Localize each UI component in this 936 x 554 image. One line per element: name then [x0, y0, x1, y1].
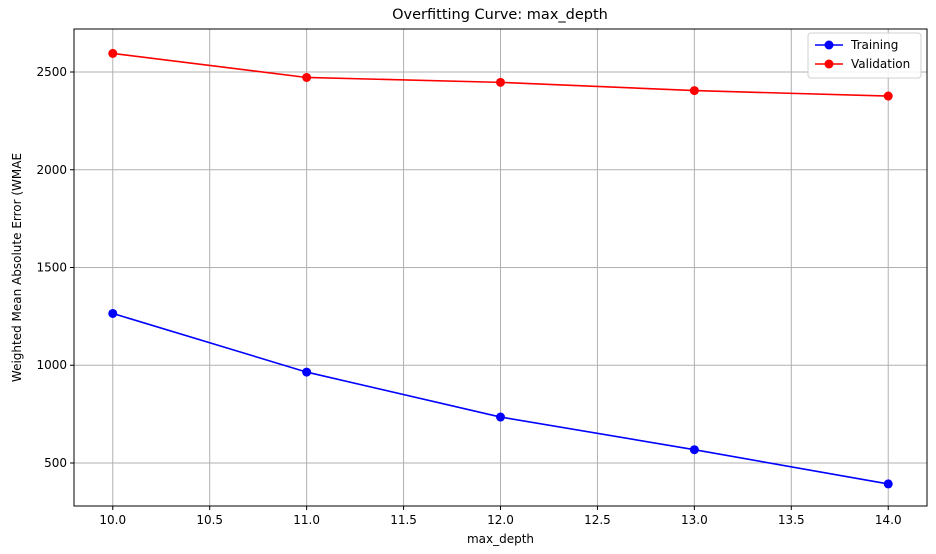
x-tick-label: 10.0 [99, 513, 126, 527]
x-tick-label: 11.5 [390, 513, 417, 527]
x-axis-ticks: 10.0 10.5 11.0 11.5 12.0 12.5 13.0 13.5 14.0 [99, 506, 902, 527]
y-tick-label: 500 [44, 456, 67, 470]
legend-label: Validation [851, 57, 910, 71]
training-point [883, 479, 893, 489]
legend-item-training: Training [815, 38, 898, 52]
y-tick-label: 1000 [36, 358, 67, 372]
training-point [302, 367, 312, 377]
x-tick-label: 11.0 [293, 513, 320, 527]
x-tick-label: 14.0 [875, 513, 902, 527]
x-tick-label: 13.5 [778, 513, 805, 527]
validation-point [883, 91, 893, 101]
legend-swatch-marker [824, 40, 834, 50]
x-tick-label: 12.0 [487, 513, 514, 527]
x-tick-label: 13.0 [681, 513, 708, 527]
y-tick-label: 2000 [36, 163, 67, 177]
series-training [108, 308, 893, 489]
x-tick-label: 12.5 [584, 513, 611, 527]
validation-point [108, 48, 118, 58]
validation-point [496, 77, 505, 87]
grid-lines [74, 29, 927, 506]
x-axis-title: max_depth [467, 532, 534, 546]
x-tick-label: 10.5 [196, 513, 223, 527]
y-axis-title: Weighted Mean Absolute Error (WMAE [10, 153, 24, 382]
y-tick-label: 2500 [36, 65, 67, 79]
legend-swatch-marker [824, 59, 834, 69]
y-axis-ticks: 500 1000 1500 2000 2500 [36, 65, 74, 470]
legend: Training Validation [807, 32, 922, 79]
legend-item-validation: Validation [815, 57, 910, 71]
training-point [689, 445, 699, 455]
validation-point [302, 72, 312, 82]
validation-point [689, 86, 699, 96]
y-tick-label: 1500 [36, 261, 67, 275]
series-validation [108, 48, 893, 101]
legend-label: Training [850, 38, 898, 52]
chart-title: Overfitting Curve: max_depth [392, 7, 608, 23]
training-point [496, 412, 505, 422]
plot-series [108, 48, 893, 489]
training-point [108, 308, 118, 318]
